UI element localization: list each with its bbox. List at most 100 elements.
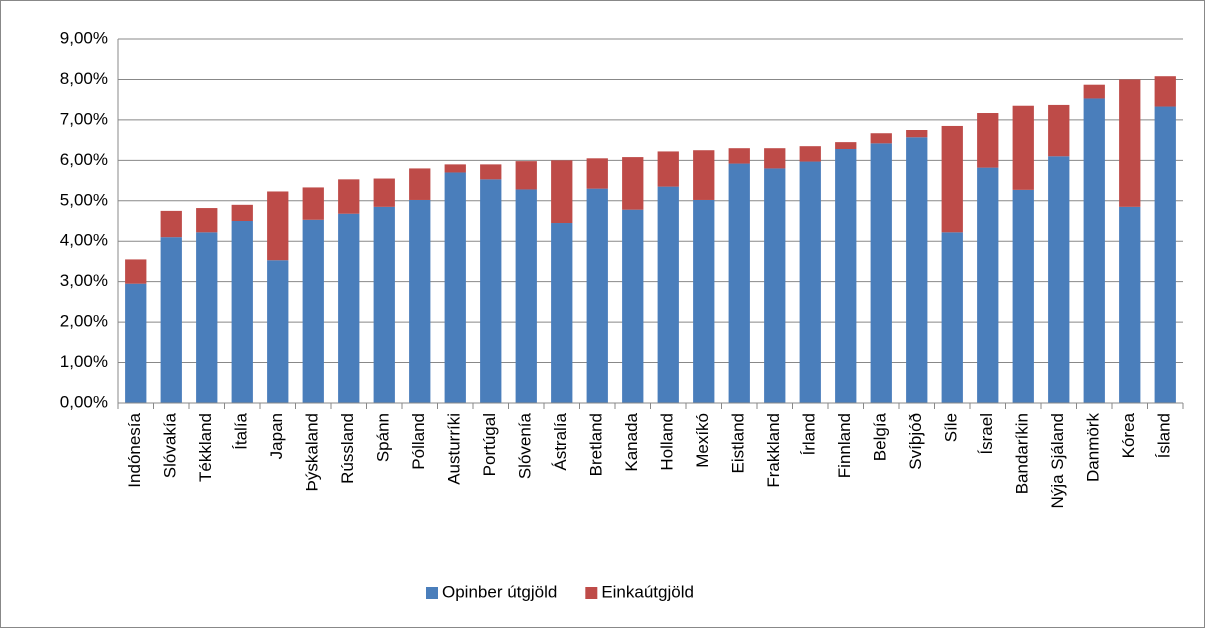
x-tick-label: Svíþjóð xyxy=(906,413,925,470)
bar-segment xyxy=(870,143,892,403)
x-tick-label: Finnland xyxy=(835,413,854,478)
bar-segment xyxy=(551,160,573,224)
bar-segment xyxy=(693,199,715,403)
bar-segment xyxy=(196,232,218,403)
bar-segment xyxy=(728,148,750,164)
bar-segment xyxy=(551,223,573,403)
bar-segment xyxy=(977,167,999,403)
y-tick-label: 8,00% xyxy=(60,69,108,88)
x-tick-label: Belgía xyxy=(871,412,890,461)
y-tick-label: 1,00% xyxy=(60,352,108,371)
bar-segment xyxy=(1154,106,1176,403)
bar-segment xyxy=(267,191,289,261)
bar-segment xyxy=(444,164,466,173)
bar-segment xyxy=(1119,79,1141,207)
bar-segment xyxy=(231,204,253,221)
bar-segment xyxy=(160,210,182,238)
bar-segment xyxy=(515,161,537,190)
x-tick-label: Bretland xyxy=(587,413,606,476)
x-tick-label: Þýskaland xyxy=(303,413,322,491)
bar-segment xyxy=(302,219,324,403)
x-tick-label: Slóvakía xyxy=(161,412,180,478)
x-tick-label: Slóvenía xyxy=(516,412,535,479)
bar-segment xyxy=(799,161,821,403)
x-tick-label: Kórea xyxy=(1119,412,1138,458)
bar-segment xyxy=(835,149,857,403)
bar-segment xyxy=(764,148,786,169)
bar-segment xyxy=(444,172,466,403)
bar-segment xyxy=(125,283,147,403)
y-tick-label: 7,00% xyxy=(60,109,108,128)
bar-segment xyxy=(1083,98,1105,403)
x-tick-label: Ítalía xyxy=(232,412,251,449)
bar-segment xyxy=(160,237,182,403)
bar-segment xyxy=(480,179,502,403)
x-tick-label: Ástralía xyxy=(551,412,570,470)
x-tick-label: Japan xyxy=(267,413,286,459)
x-tick-label: Danmörk xyxy=(1084,413,1103,482)
bar-segment xyxy=(657,186,679,403)
x-tick-label: Ísrael xyxy=(977,413,996,455)
legend-label: Opinber útgjöld xyxy=(442,582,557,601)
legend-swatch xyxy=(426,587,438,599)
x-tick-label: Portúgal xyxy=(480,413,499,476)
bar-segment xyxy=(906,137,928,403)
bar-segment xyxy=(586,158,608,189)
bar-segment xyxy=(1119,206,1141,403)
y-tick-label: 6,00% xyxy=(60,150,108,169)
x-tick-label: Síle xyxy=(942,413,961,442)
bar-segment xyxy=(693,150,715,200)
bar-segment xyxy=(835,142,857,150)
bar-segment xyxy=(728,163,750,403)
y-tick-label: 9,00% xyxy=(60,28,108,47)
x-tick-label: Tékkland xyxy=(196,413,215,482)
bar-segment xyxy=(338,213,360,403)
bar-segment xyxy=(409,199,431,403)
x-tick-label: Austurríki xyxy=(445,413,464,485)
x-tick-label: Holland xyxy=(658,413,677,471)
bar-segment xyxy=(373,206,395,403)
x-tick-label: Kanada xyxy=(622,412,641,471)
bar-segment xyxy=(799,146,821,162)
bar-segment xyxy=(196,208,218,233)
x-tick-label: Eistland xyxy=(729,413,748,473)
bar-segment xyxy=(657,151,679,187)
bar-segment xyxy=(338,179,360,214)
bar-segment xyxy=(373,178,395,207)
bar-segment xyxy=(586,188,608,403)
bar-segment xyxy=(125,259,147,284)
bar-segment xyxy=(409,168,431,200)
bar-segment xyxy=(941,125,963,233)
bar-segment xyxy=(764,168,786,403)
x-tick-label: Rússland xyxy=(338,413,357,484)
x-tick-label: Írland xyxy=(800,413,819,456)
bar-segment xyxy=(1154,76,1176,107)
bar-segment xyxy=(622,209,644,403)
bar-segment xyxy=(1083,84,1105,99)
x-tick-label: Pólland xyxy=(409,413,428,470)
y-tick-label: 0,00% xyxy=(60,392,108,411)
bar-segment xyxy=(1048,156,1070,403)
x-tick-label: Bandaríkin xyxy=(1013,413,1032,494)
bar-segment xyxy=(1012,189,1034,403)
bar-segment xyxy=(1012,105,1034,190)
bar-segment xyxy=(906,130,928,138)
bar-segment xyxy=(515,189,537,403)
x-tick-label: Nýja Sjáland xyxy=(1048,413,1067,508)
x-tick-label: Frakkland xyxy=(764,413,783,488)
x-tick-label: Indónesía xyxy=(125,412,144,487)
bar-segment xyxy=(1048,104,1070,157)
x-tick-label: Mexíkó xyxy=(693,413,712,468)
y-tick-label: 2,00% xyxy=(60,312,108,331)
bar-segment xyxy=(622,157,644,210)
x-tick-label: Spánn xyxy=(374,413,393,462)
bar-segment xyxy=(302,187,324,220)
bar-segment xyxy=(977,113,999,168)
bar-segment xyxy=(870,133,892,144)
bar-segment xyxy=(480,164,502,180)
bar-segment xyxy=(941,232,963,403)
y-tick-label: 4,00% xyxy=(60,231,108,250)
legend-label: Einkaútgjöld xyxy=(601,582,694,601)
